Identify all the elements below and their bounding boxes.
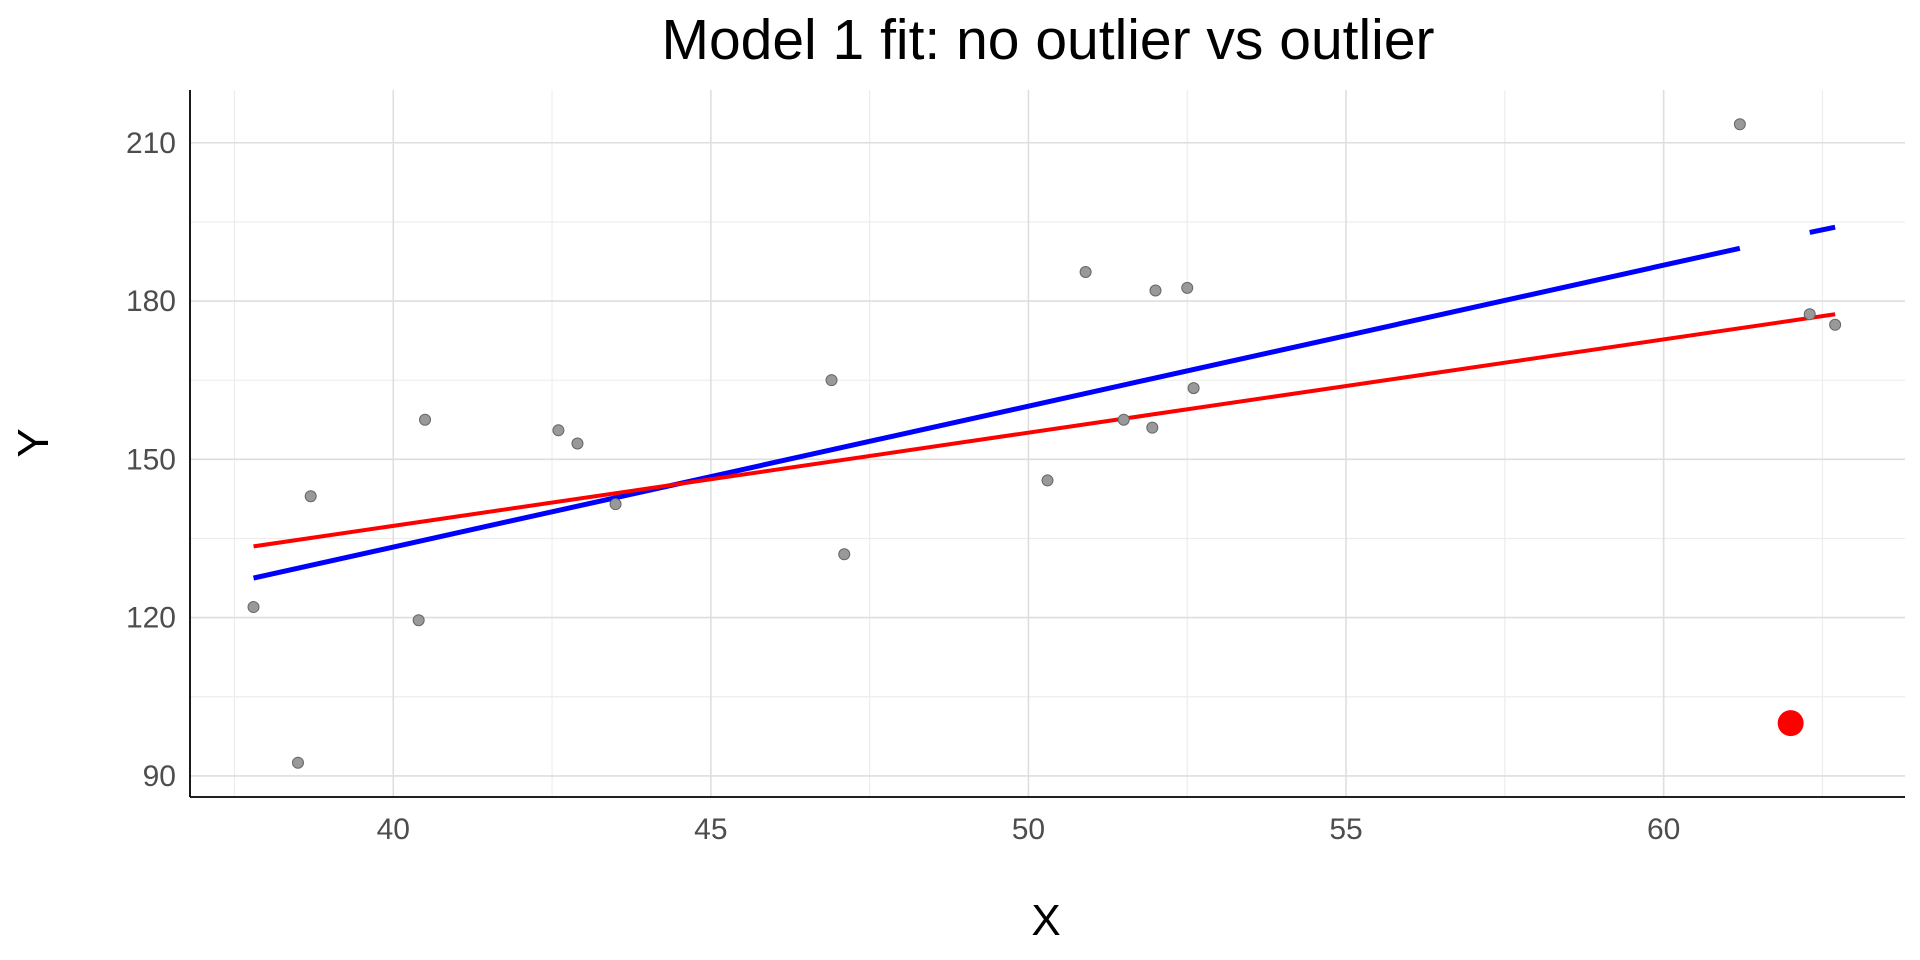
data-point: [419, 413, 432, 426]
data-point: [1187, 382, 1200, 395]
data-point: [1803, 308, 1816, 321]
data-point: [1181, 281, 1194, 294]
data-point: [1149, 284, 1162, 297]
data-point: [304, 490, 317, 503]
data-points: [247, 118, 1842, 769]
data-point: [571, 437, 584, 450]
data-point: [412, 614, 425, 627]
tick-labels: 40 45 50 55 60 90 120 150 180 210: [126, 127, 1680, 846]
data-point: [838, 548, 851, 561]
data-point: [1733, 118, 1746, 131]
data-point: [609, 498, 622, 511]
x-axis-title: X: [1031, 896, 1060, 945]
grid: [190, 90, 1905, 797]
fit-line-no-outlier: [1809, 224, 1836, 235]
data-point: [1079, 266, 1092, 279]
data-point: [1117, 413, 1130, 426]
fit-line-no-outlier: [252, 245, 1741, 581]
fit-line-with-outlier: [253, 312, 1836, 549]
x-tick-label: 50: [1012, 813, 1045, 846]
y-tick-label: 180: [126, 285, 176, 318]
y-tick-label: 90: [143, 760, 176, 793]
axes: [189, 90, 1905, 798]
y-tick-label: 210: [126, 127, 176, 160]
data-point: [1829, 318, 1842, 331]
y-tick-label: 120: [126, 602, 176, 635]
y-tick-label: 150: [126, 443, 176, 476]
outlier-point: [1777, 710, 1804, 737]
chart-title: Model 1 fit: no outlier vs outlier: [661, 8, 1434, 72]
data-point: [1146, 421, 1159, 434]
data-point: [1041, 474, 1054, 487]
data-point: [552, 424, 565, 437]
x-tick-label: 55: [1329, 813, 1362, 846]
x-tick-label: 60: [1647, 813, 1680, 846]
data-point: [825, 374, 838, 387]
y-axis-title: Y: [9, 428, 58, 457]
data-point: [291, 756, 304, 769]
x-tick-label: 45: [694, 813, 727, 846]
x-tick-label: 40: [377, 813, 410, 846]
data-point: [247, 601, 260, 614]
fit-lines: [252, 224, 1836, 581]
